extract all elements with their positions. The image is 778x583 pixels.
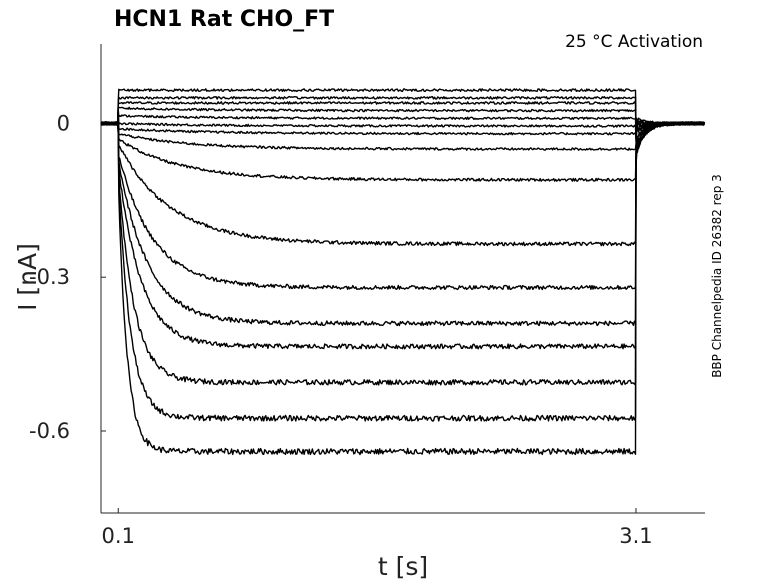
current-trace-8 — [100, 116, 705, 151]
current-trace-1 — [101, 88, 705, 130]
current-trace-5 — [100, 109, 705, 137]
current-trace-9 — [100, 118, 705, 182]
current-trace-4 — [100, 106, 705, 135]
traces — [100, 88, 705, 456]
current-trace-7 — [100, 114, 705, 143]
chart-title: HCN1 Rat CHO_FT — [114, 7, 334, 32]
current-trace-15 — [100, 121, 705, 422]
x-axis-label: t [s] — [378, 552, 428, 581]
y-tick-label: -0.6 — [29, 419, 70, 443]
current-trace-11 — [100, 121, 705, 291]
y-tick-label: 0 — [57, 111, 70, 135]
current-trace-2 — [100, 95, 705, 132]
current-trace-12 — [100, 121, 705, 327]
x-tick-label: 0.1 — [102, 524, 135, 548]
y-axis-label: I [nA] — [13, 243, 42, 311]
x-tick-label: 3.1 — [619, 524, 652, 548]
current-trace-6 — [100, 112, 705, 140]
side-note: BBP Channelpedia ID 26382 rep 3 — [710, 174, 724, 378]
current-trace-10 — [100, 120, 705, 247]
current-trace-16 — [100, 121, 705, 456]
current-trace-14 — [100, 121, 705, 386]
current-trace-3 — [100, 101, 705, 135]
current-trace-13 — [100, 121, 705, 350]
chart-annotation: 25 °C Activation — [565, 32, 703, 52]
y-tick-label: -0.3 — [29, 265, 70, 289]
axes — [100, 44, 705, 514]
ticks: 0 -0.3 -0.6 0.1 3.1 — [29, 111, 653, 548]
